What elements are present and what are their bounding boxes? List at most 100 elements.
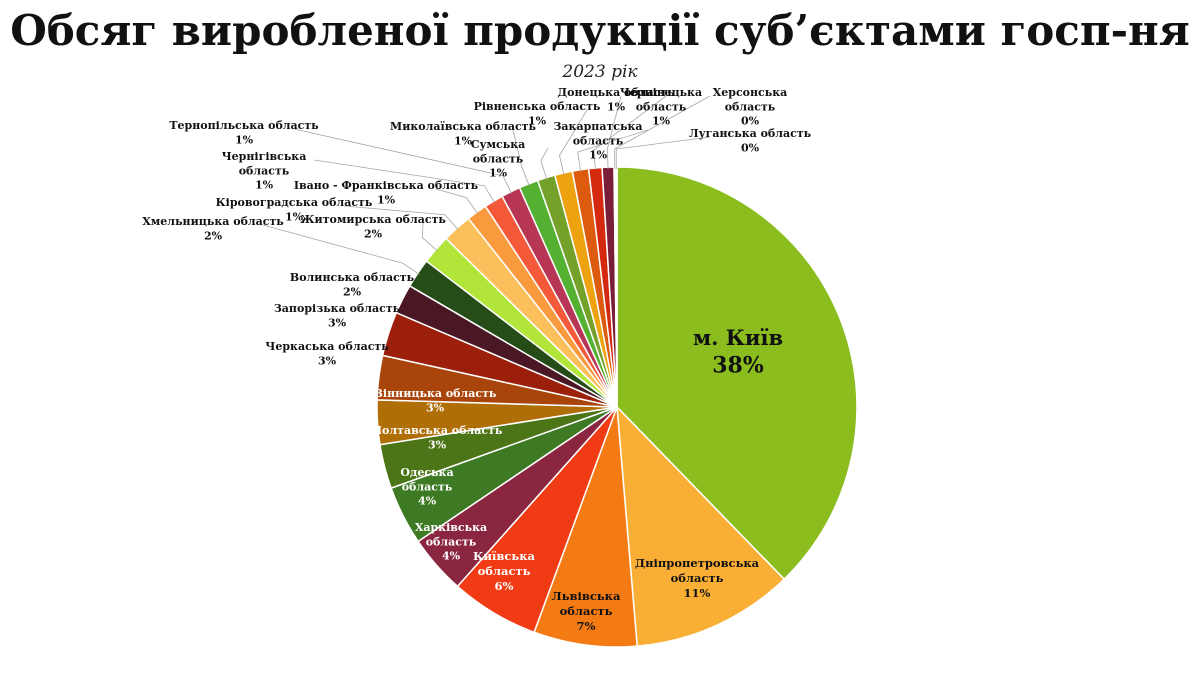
slice-name-label: Закарпатська [553,120,642,133]
label-запорізька-область: Запорізька область 3% [274,302,401,329]
slice-name-label: Кіровоградська область [216,196,373,209]
label-кіровоградська-область: Кіровоградська область 1% [216,196,373,223]
label-рівненська-область: Рівненська область 1% [474,100,601,127]
slice-name-label: Сумська [471,138,526,151]
leader-line-миколаївська-область [512,129,530,186]
label-полтавська-область: Полтавська область 3% [372,424,503,451]
label-черкаська-область: Черкаська область 3% [265,340,389,367]
slice-value-label: 1% [285,210,304,223]
chart-subtitle: 2023 рік [562,62,638,82]
slice-value-label: 3% [428,438,447,451]
slice-name-label: Львівська [552,589,621,603]
label-хмельницька-область: Хмельницька область 2% [142,215,284,242]
leader-line-житомирська-область [421,222,438,252]
leader-line-чернігівська-область [313,159,496,204]
slice-value-label: 1% [235,133,254,146]
slice-value-label: 3% [328,316,347,329]
slice-value-label: 38% [712,352,764,378]
slice-name-label: Чернігівська [222,150,307,163]
slice-value-label: 1% [377,193,396,206]
label-миколаївська-область: Миколаївська область 1% [390,120,536,147]
slice-value-label: 7% [577,619,596,633]
slice-value-label: 0% [741,115,760,128]
label-житомирська-область: Житомирська область 2% [300,213,446,240]
label-одеська-область: Одеська область 4% [400,466,453,508]
slice-value-label: 1% [589,149,608,162]
label-м-київ: м. Київ 38% [693,325,783,378]
label-івано-франківська-область: Івано - Франківська область 1% [294,179,479,206]
label-волинська-область: Волинська область 2% [290,271,415,298]
slice-value-label: 2% [343,285,362,298]
slice-value-label: 1% [255,179,274,192]
slice-name-label: область [636,100,687,113]
slice-value-label: 6% [495,579,514,593]
slice-name-label: м. Київ [693,325,783,350]
chart-title: Обсяг виробленої продукції суб’єктами го… [10,6,1190,55]
slice-name-label: область [478,564,531,578]
slice-name-label: область [573,134,624,147]
label-харківська-область: Харківська область 4% [415,521,487,563]
leader-line-закарпатська-область [577,129,649,172]
slice-value-label: 4% [418,495,437,508]
slice-name-label: Житомирська область [300,213,446,226]
leader-line-луганська-область [615,136,711,170]
label-луганська-область: Луганська область 0% [689,127,812,154]
leader-lines [262,95,711,275]
slice-name-label: область [560,604,613,618]
slice-value-label: 0% [741,141,760,154]
slice-name-label: Черкаська область [265,340,389,353]
slice-name-label: Дніпропетровська [635,556,760,570]
slice-name-label: область [402,480,453,493]
leader-line-донецька-область [593,95,667,171]
slice-name-label: Волинська область [290,271,415,284]
label-сумська-область: Сумська область 1% [471,138,526,180]
slice-name-label: область [473,152,524,165]
label-вінницька-область: Вінницька область 3% [374,387,497,414]
label-львівська-область: Львівська область 7% [552,589,621,633]
label-чернівецька-область: Чернівецька область 1% [620,86,702,128]
slice-value-label: 2% [364,227,383,240]
slice-name-label: Чернівецька [620,86,702,99]
slice-value-label: 3% [426,401,445,414]
slice-name-label: Миколаївська область [390,120,536,133]
slice-labels: м. Київ 38%Дніпропетровська область 11%Льві… [142,86,811,633]
label-дніпропетровська-область: Дніпропетровська область 11% [635,556,760,600]
slice-name-label: область [725,100,776,113]
slice-name-label: Київська [473,549,535,563]
leader-line-івано-франківська-область [435,188,479,215]
slice-name-label: область [671,571,724,585]
slice-name-label: Херсонська [713,86,788,99]
pie-slices [376,166,858,648]
label-київська-область: Київська область 6% [473,549,535,593]
slice-name-label: Запорізька область [274,302,401,315]
leader-line-сумська-область [540,147,549,180]
label-херсонська-область: Херсонська область 0% [713,86,788,128]
slice-name-label: Хмельницька область [142,215,284,228]
slice-львівська-область [533,406,639,648]
slice-value-label: 1% [652,115,671,128]
leader-line-рівненська-область [559,109,588,176]
slice-name-label: Луганська область [689,127,812,140]
slice-value-label: 2% [204,229,223,242]
slice-name-label: Рівненська область [474,100,601,113]
slice-name-label: Вінницька область [374,387,497,400]
slice-м-київ [616,166,858,581]
slice-name-label: Донецька область [557,86,675,99]
slice-name-label: область [239,164,290,177]
slice-name-label: область [426,535,477,548]
leader-line-кіровоградська-область [343,205,459,230]
leader-line-тернопільська-область [293,128,512,194]
slice-value-label: 1% [454,134,473,147]
slice-name-label: Полтавська область [372,424,503,437]
slice-name-label: Івано - Франківська область [294,179,479,192]
label-чернігівська-область: Чернігівська область 1% [222,150,307,192]
slice-value-label: 11% [684,586,711,600]
slice-дніпропетровська-область [616,404,786,647]
slice-name-label: Тернопільська область [169,119,319,132]
slice-name-label: Одеська [400,466,453,479]
slice-value-label: 3% [318,354,337,367]
slice-value-label: 1% [607,100,626,113]
label-тернопільська-область: Тернопільська область 1% [169,119,319,146]
slice-value-label: 1% [489,167,508,180]
